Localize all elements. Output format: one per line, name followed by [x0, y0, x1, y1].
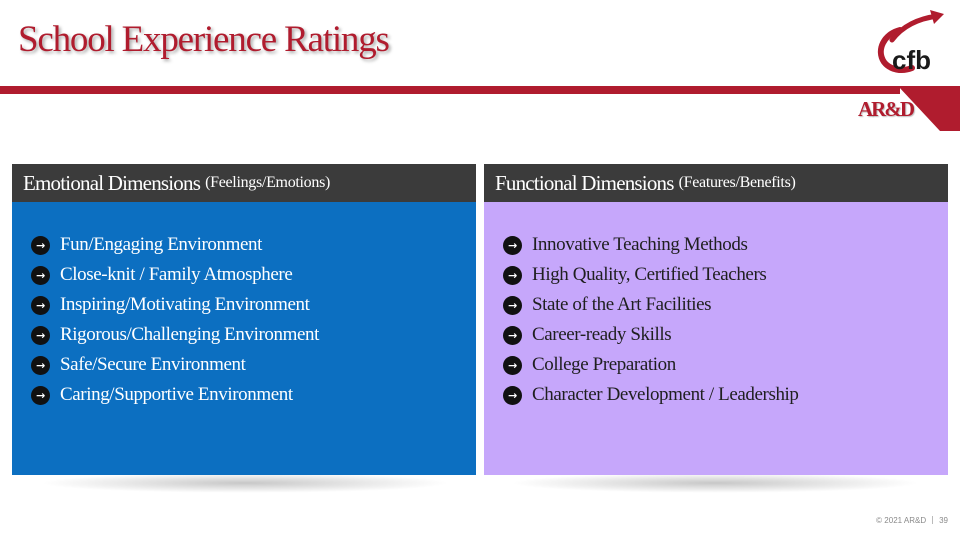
arrow-right-icon: → [31, 235, 50, 255]
functional-panel-heading: Functional Dimensions [495, 170, 674, 195]
copyright-text: © 2021 AR&D [876, 516, 927, 525]
arrow-right-icon: → [31, 265, 50, 285]
list-item-label: Innovative Teaching Methods [532, 234, 748, 255]
list-item: → Rigorous/Challenging Environment [31, 320, 476, 350]
footer-divider [932, 516, 934, 524]
list-item: → Career-ready Skills [503, 320, 948, 350]
arrow-right-icon: → [31, 325, 50, 345]
list-item: → State of the Art Facilities [503, 290, 948, 320]
arrow-right-icon: → [503, 385, 522, 405]
arrow-right-icon: → [503, 355, 522, 375]
panel-shadow-left [40, 473, 450, 493]
header-rule [0, 86, 900, 94]
cfb-logo: cfb [877, 10, 944, 74]
functional-panel-body: → Innovative Teaching Methods → High Quali… [484, 202, 948, 475]
list-item: → College Preparation [503, 350, 948, 380]
list-item: → Safe/Secure Environment [31, 350, 476, 380]
arrow-right-icon: → [31, 355, 50, 375]
list-item: → Close-knit / Family Atmosphere [31, 260, 476, 290]
list-item-label: Rigorous/Challenging Environment [60, 324, 319, 345]
brand-tag: AR&D [858, 97, 915, 121]
arrow-right-icon: → [31, 295, 50, 315]
list-item-label: Fun/Engaging Environment [60, 234, 263, 255]
list-item: → High Quality, Certified Teachers [503, 260, 948, 290]
emotional-panel-subheading: (Feelings/Emotions) [205, 174, 331, 191]
functional-dimensions-panel: Functional Dimensions (Features/Benefits… [484, 164, 948, 475]
list-item-label: Close-knit / Family Atmosphere [60, 264, 293, 285]
list-item: → Innovative Teaching Methods [503, 230, 948, 260]
arrow-right-icon: → [503, 325, 522, 345]
list-item: → Caring/Supportive Environment [31, 380, 476, 410]
emotional-list: → Fun/Engaging Environment → Close-knit / … [12, 230, 476, 410]
slide-footer: © 2021 AR&D 39 [876, 516, 948, 525]
list-item-label: Career-ready Skills [532, 324, 672, 345]
arrow-right-icon: → [503, 265, 522, 285]
list-item: → Inspiring/Motivating Environment [31, 290, 476, 320]
list-item-label: College Preparation [532, 354, 676, 375]
list-item-label: Inspiring/Motivating Environment [60, 294, 310, 315]
emotional-panel-header: Emotional Dimensions (Feelings/Emotions) [12, 164, 476, 202]
list-item-label: High Quality, Certified Teachers [532, 264, 767, 285]
functional-panel-subheading: (Features/Benefits) [678, 174, 796, 191]
emotional-panel-heading: Emotional Dimensions [23, 170, 201, 195]
functional-list: → Innovative Teaching Methods → High Quali… [484, 230, 948, 410]
emotional-dimensions-panel: Emotional Dimensions (Feelings/Emotions)… [12, 164, 476, 475]
functional-panel-header: Functional Dimensions (Features/Benefits… [484, 164, 948, 202]
page-number: 39 [939, 516, 948, 525]
arrow-right-icon: → [503, 235, 522, 255]
panel-shadow-right [510, 473, 920, 493]
list-item-label: Character Development / Leadership [532, 384, 799, 405]
slide-title: School Experience Ratings [18, 19, 390, 60]
list-item-label: Safe/Secure Environment [60, 354, 246, 375]
list-item: → Fun/Engaging Environment [31, 230, 476, 260]
list-item-label: State of the Art Facilities [532, 294, 712, 315]
list-item: → Character Development / Leadership [503, 380, 948, 410]
emotional-panel-body: → Fun/Engaging Environment → Close-knit / … [12, 202, 476, 475]
list-item-label: Caring/Supportive Environment [60, 384, 293, 405]
logo-text: cfb [892, 45, 931, 74]
arrow-right-icon: → [31, 385, 50, 405]
arrow-right-icon: → [503, 295, 522, 315]
